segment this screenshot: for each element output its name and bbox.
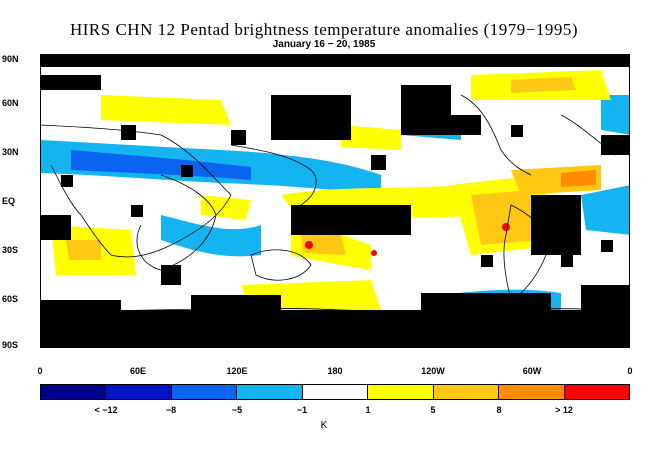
legend-tick-label: 1 [365,405,371,415]
lon-label: 0 [37,366,43,376]
legend-tick-label: < −12 [94,405,118,415]
legend-color-swatch [41,385,107,399]
lon-label: 120E [226,366,248,376]
legend-color-swatch [302,385,369,399]
legend-color-swatch [237,385,303,399]
legend-tick-label: −1 [296,405,308,415]
legend-color-swatch [106,385,172,399]
lon-label: 0 [627,366,633,376]
lon-label: 60E [129,366,146,376]
legend-tick-label: > 12 [555,405,573,415]
legend-color-swatch [564,385,629,399]
lat-label: 90N [2,54,19,64]
lat-label: 30S [2,245,19,255]
legend-color-swatch [368,385,434,399]
legend-color-swatch [171,385,238,399]
coastlines [41,94,629,312]
lat-label: 30N [2,147,19,157]
chart-subtitle: January 16 − 20, 1985 [272,39,376,50]
lat-label: 60N [2,98,19,108]
missing-data-blocks [41,55,629,347]
lat-label: 60S [2,294,19,304]
lon-label: 120W [421,366,445,376]
lat-label: 90S [2,340,19,350]
anomaly-field [41,55,629,347]
anomaly-map [40,54,630,348]
lat-label: EQ [2,196,16,206]
lon-label: 180 [327,366,343,376]
legend-tick-label: −8 [165,405,177,415]
lon-label: 60W [522,366,542,376]
chart-title: HIRS CHN 12 Pentad brightness temperatur… [69,20,579,39]
legend-color-swatch [499,385,565,399]
color-legend-bar [40,384,630,400]
legend-unit: K [320,420,328,431]
legend-color-swatch [433,385,500,399]
legend-tick-label: −5 [231,405,243,415]
legend-tick-label: 5 [430,405,436,415]
legend-tick-label: 8 [496,405,502,415]
